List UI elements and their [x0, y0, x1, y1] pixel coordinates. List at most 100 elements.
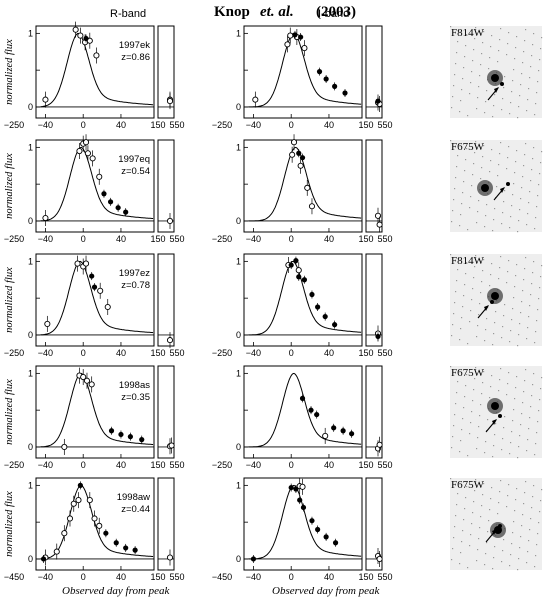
host-image-noise [513, 521, 515, 523]
host-image-noise [502, 550, 504, 552]
host-image-noise [498, 164, 500, 166]
host-image-noise [534, 566, 536, 568]
host-image-noise [456, 280, 458, 282]
data-point-open [44, 320, 51, 327]
y-tick-label: 1 [28, 368, 33, 378]
host-image-noise [520, 198, 522, 200]
host-image-noise [515, 499, 517, 501]
x-tick-label: 0 [81, 234, 86, 244]
data-point-open [96, 173, 103, 180]
host-image-noise [541, 377, 543, 379]
host-image-noise [469, 93, 471, 95]
host-core [491, 292, 499, 300]
data-point-filled [340, 428, 346, 434]
host-image-noise [457, 269, 459, 271]
data-point-open [70, 500, 77, 507]
host-image-noise [470, 534, 472, 536]
x-tick-label: 40 [116, 120, 126, 130]
host-image-noise [480, 516, 482, 518]
host-image-noise [469, 545, 471, 547]
host-image-noise [476, 222, 478, 224]
host-image-noise [456, 504, 458, 506]
host-image-noise [469, 321, 471, 323]
host-image-noise [462, 192, 464, 194]
x-tick-label: 150 [150, 460, 165, 470]
host-image-noise [492, 344, 494, 346]
host-image-noise [492, 230, 494, 232]
host-image-noise [506, 168, 508, 170]
host-image-noise [482, 382, 484, 384]
data-point-filled [101, 191, 107, 197]
host-image-noise [475, 479, 477, 481]
host-image-noise [523, 165, 525, 167]
host-image-noise [485, 441, 487, 443]
host-image-noise [455, 403, 457, 405]
host-image-noise [458, 258, 460, 260]
x-tick-label: −250 [212, 120, 232, 130]
host-image-noise [498, 278, 500, 280]
host-image-noise [509, 453, 511, 455]
x-tick-label: 150 [358, 460, 373, 470]
data-point-open [166, 217, 174, 225]
x-tick-label: −250 [212, 234, 232, 244]
host-image-noise [540, 500, 542, 502]
host-image-noise [510, 442, 512, 444]
host-image-noise [458, 144, 460, 146]
panel-frame-tail [157, 365, 175, 459]
host-image-noise [540, 388, 542, 390]
host-image-noise [464, 396, 466, 398]
host-image-noise [510, 554, 512, 556]
host-image-noise [541, 151, 543, 153]
host-image-noise [516, 264, 518, 266]
host-image-noise [483, 371, 485, 373]
host-image-noise [476, 448, 478, 450]
host-image-noise [479, 415, 481, 417]
host-image-noise [461, 203, 463, 205]
host-image-noise [496, 186, 498, 188]
host-image-noise [465, 273, 467, 275]
host-image-noise [458, 482, 460, 484]
x-tick-label: −40 [246, 572, 261, 582]
x-tick-label: 550 [169, 460, 184, 470]
host-image-noise [540, 276, 542, 278]
supernova-dot [500, 82, 504, 86]
host-image-noise [519, 435, 521, 437]
host-image-noise [452, 324, 454, 326]
right-band-header: I-band [318, 8, 349, 20]
host-image-noise [466, 34, 468, 36]
host-image-noise [522, 402, 524, 404]
host-image-noise [514, 172, 516, 174]
sn-redshift: z=0.78 [121, 280, 150, 291]
data-point-open [289, 151, 296, 158]
host-image-noise [523, 503, 525, 505]
data-point-filled [331, 425, 337, 431]
data-point-filled [83, 35, 89, 42]
host-image-noise [453, 85, 455, 87]
host-image-noise [507, 271, 509, 273]
host-image-noise [477, 325, 479, 327]
y-tick-label: 0 [28, 102, 33, 112]
x-axis-label-right: Observed day from peak [272, 585, 381, 597]
y-tick-label: 1 [236, 368, 241, 378]
host-image-noise [465, 45, 467, 47]
host-image-noise [489, 509, 491, 511]
host-image-noise [472, 288, 474, 290]
host-image-noise [478, 426, 480, 428]
x-tick-label: 150 [150, 234, 165, 244]
host-image-noise [469, 433, 471, 435]
host-image-noise [484, 340, 486, 342]
host-image-noise [461, 317, 463, 319]
host-core [491, 74, 499, 82]
host-image-noise [463, 67, 465, 69]
host-image-noise [484, 452, 486, 454]
y-axis-label: normalized flux [4, 491, 15, 557]
y-tick-label: 0 [28, 442, 33, 452]
host-image-noise [467, 455, 469, 457]
data-point-open [252, 96, 259, 103]
data-point-filled [309, 518, 315, 524]
host-image-noise [480, 404, 482, 406]
host-image-noise [473, 163, 475, 165]
x-tick-label: 550 [377, 572, 392, 582]
panel-frame [243, 253, 363, 347]
